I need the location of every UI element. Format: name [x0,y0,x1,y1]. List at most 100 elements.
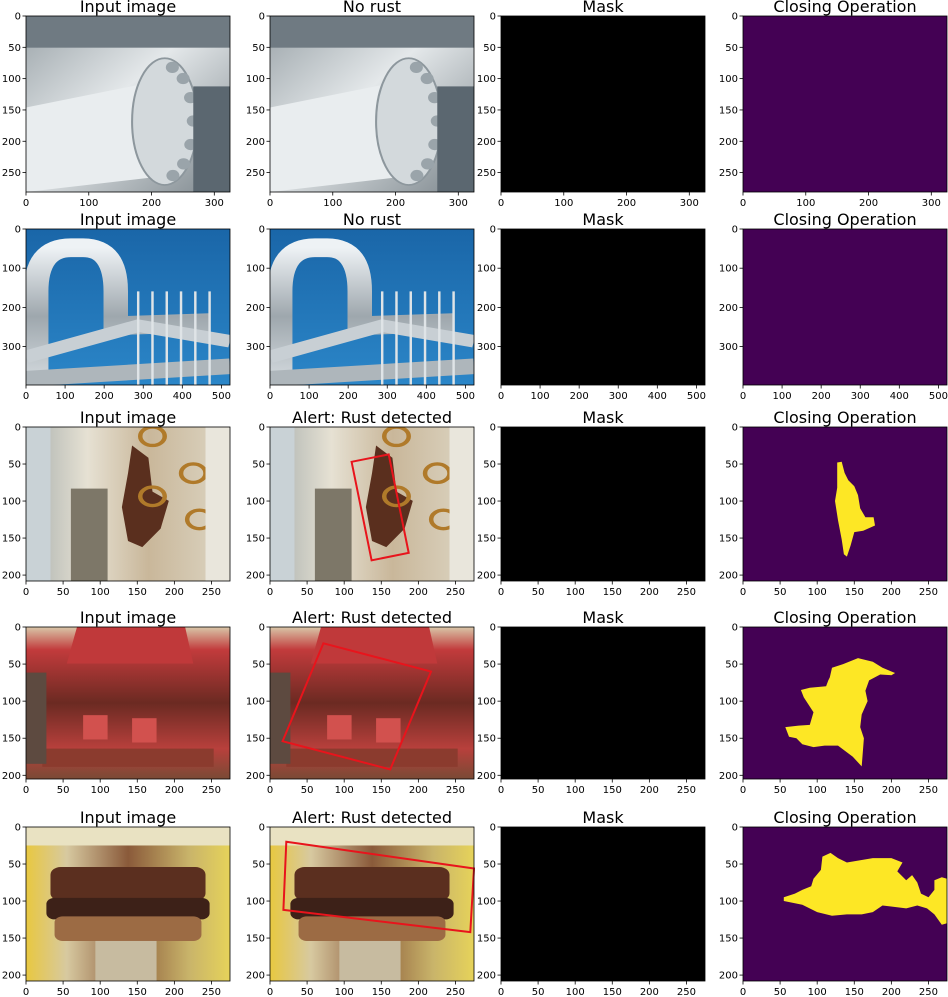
mask-image [501,627,705,779]
x-tick-label: 50 [774,587,787,598]
y-tick-label: 150 [719,934,738,945]
y-tick-label: 0 [732,623,738,634]
y-tick-label: 200 [2,303,21,314]
panel-r1-result: No rust 0 100 200 300 400 500 0 100 200 300 [246,210,475,402]
x-tick-label: 0 [498,785,504,796]
y-tick-label: 100 [246,497,265,508]
x-tick-label: 400 [417,391,436,402]
y-tick-label: 100 [719,264,738,275]
x-tick-label: 100 [91,785,110,796]
x-tick-label: 0 [23,987,29,997]
x-tick-label: 300 [680,198,699,209]
y-tick-label: 50 [725,460,738,471]
y-tick-label: 200 [719,771,738,782]
panel-r2-input: Input image 0 50 100 150 200 250 0 50 100 150 200 [2,408,231,598]
panel-title: Closing Operation [773,210,916,229]
axes-frame [25,626,231,780]
x-tick-label: 200 [386,198,405,209]
x-tick-label: 200 [812,391,831,402]
y-tick-label: 50 [252,460,265,471]
panel-title: Closing Operation [773,0,916,16]
x-tick-label: 150 [128,587,147,598]
y-tick-label: 150 [246,105,265,116]
panel-r4-closing: Closing Operation 0 50 100 150 200 250 0 50 100 15… [719,808,948,997]
y-tick-label: 200 [2,971,21,982]
x-tick-label: 200 [165,587,184,598]
y-tick-label: 100 [2,897,21,908]
photo-rusty-flange-yellow [270,827,474,981]
x-tick-label: 200 [882,587,901,598]
y-tick-label: 100 [246,897,265,908]
y-tick-label: 0 [15,225,21,236]
y-tick-label: 0 [15,12,21,23]
y-tick-label: 0 [259,623,265,634]
panel-r3-result: Alert: Rust detected 0 50 100 150 200 250 0 50 10… [246,608,475,796]
x-tick-label: 250 [202,587,221,598]
axes-frame [742,15,948,193]
y-tick-label: 100 [246,264,265,275]
x-tick-label: 200 [409,785,428,796]
y-tick-label: 150 [477,534,496,545]
mask-image [501,827,705,981]
panel-title: Input image [80,210,176,229]
panel-title: Input image [80,808,176,827]
x-tick-label: 200 [859,198,878,209]
x-tick-label: 300 [205,198,224,209]
x-tick-label: 50 [532,987,545,997]
y-tick-label: 100 [246,697,265,708]
y-tick-label: 100 [477,897,496,908]
y-tick-label: 150 [719,534,738,545]
x-tick-label: 250 [677,987,696,997]
x-tick-label: 100 [808,987,827,997]
x-tick-label: 50 [532,587,545,598]
x-tick-label: 250 [202,785,221,796]
x-tick-label: 150 [128,987,147,997]
panel-r3-mask: Mask 0 50 100 150 200 250 0 50 100 150 200 [477,608,706,796]
x-tick-label: 300 [609,391,628,402]
x-tick-label: 50 [532,785,545,796]
y-tick-label: 200 [477,137,496,148]
x-tick-label: 300 [449,198,468,209]
panel-title: Alert: Rust detected [292,408,452,427]
mask-image [501,16,705,192]
x-tick-label: 0 [23,198,29,209]
y-tick-label: 0 [259,823,265,834]
x-tick-label: 250 [202,987,221,997]
x-tick-label: 200 [640,987,659,997]
y-tick-label: 0 [490,823,496,834]
x-tick-label: 200 [165,987,184,997]
panel-title: Alert: Rust detected [292,608,452,627]
y-tick-label: 0 [259,225,265,236]
photo-red-bolts-rust [270,627,474,779]
y-tick-label: 250 [477,168,496,179]
x-tick-label: 0 [23,587,29,598]
panel-r1-mask: Mask 0 100 200 300 400 500 0 100 200 300 [477,210,706,402]
x-tick-label: 500 [212,391,231,402]
panel-title: Mask [582,210,624,229]
y-tick-label: 0 [490,12,496,23]
x-tick-label: 0 [267,987,273,997]
y-tick-label: 100 [2,497,21,508]
y-tick-label: 200 [246,303,265,314]
y-tick-label: 50 [483,460,496,471]
photo-grey-flange-pipe [270,16,474,192]
photo-grey-flange-pipe [26,16,230,192]
x-tick-label: 300 [378,391,397,402]
closing-rust-region [783,852,947,925]
closing-rust-region [785,658,896,767]
x-tick-label: 100 [554,198,573,209]
x-tick-label: 50 [774,785,787,796]
x-tick-label: 200 [339,391,358,402]
y-tick-label: 100 [477,74,496,85]
x-tick-label: 300 [922,198,941,209]
x-tick-label: 0 [740,391,746,402]
axes-frame [25,826,231,982]
y-tick-label: 100 [477,264,496,275]
x-tick-label: 50 [57,785,70,796]
panel-title: Mask [582,608,624,627]
x-tick-label: 0 [498,391,504,402]
x-tick-label: 250 [677,587,696,598]
panel-title: Mask [582,408,624,427]
panel-title: Closing Operation [773,408,916,427]
y-tick-label: 150 [246,934,265,945]
